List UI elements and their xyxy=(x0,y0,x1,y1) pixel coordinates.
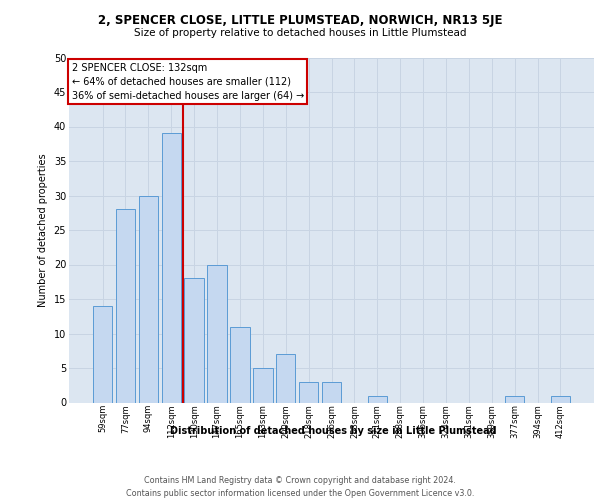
Bar xyxy=(322,382,341,402)
Text: 2, SPENCER CLOSE, LITTLE PLUMSTEAD, NORWICH, NR13 5JE: 2, SPENCER CLOSE, LITTLE PLUMSTEAD, NORW… xyxy=(98,14,502,27)
Bar xyxy=(368,396,387,402)
Text: Distribution of detached houses by size in Little Plumstead: Distribution of detached houses by size … xyxy=(170,426,496,436)
Bar xyxy=(116,210,135,402)
Bar xyxy=(505,396,524,402)
Bar xyxy=(208,264,227,402)
Bar xyxy=(161,134,181,402)
Text: Size of property relative to detached houses in Little Plumstead: Size of property relative to detached ho… xyxy=(134,28,466,38)
Bar xyxy=(276,354,295,403)
Bar xyxy=(93,306,112,402)
Y-axis label: Number of detached properties: Number of detached properties xyxy=(38,153,48,307)
Bar xyxy=(551,396,570,402)
Bar xyxy=(139,196,158,402)
Text: 2 SPENCER CLOSE: 132sqm
← 64% of detached houses are smaller (112)
36% of semi-d: 2 SPENCER CLOSE: 132sqm ← 64% of detache… xyxy=(71,62,304,100)
Bar xyxy=(184,278,204,402)
Bar xyxy=(253,368,272,402)
Bar xyxy=(230,326,250,402)
Bar xyxy=(299,382,319,402)
Text: Contains HM Land Registry data © Crown copyright and database right 2024.
Contai: Contains HM Land Registry data © Crown c… xyxy=(126,476,474,498)
